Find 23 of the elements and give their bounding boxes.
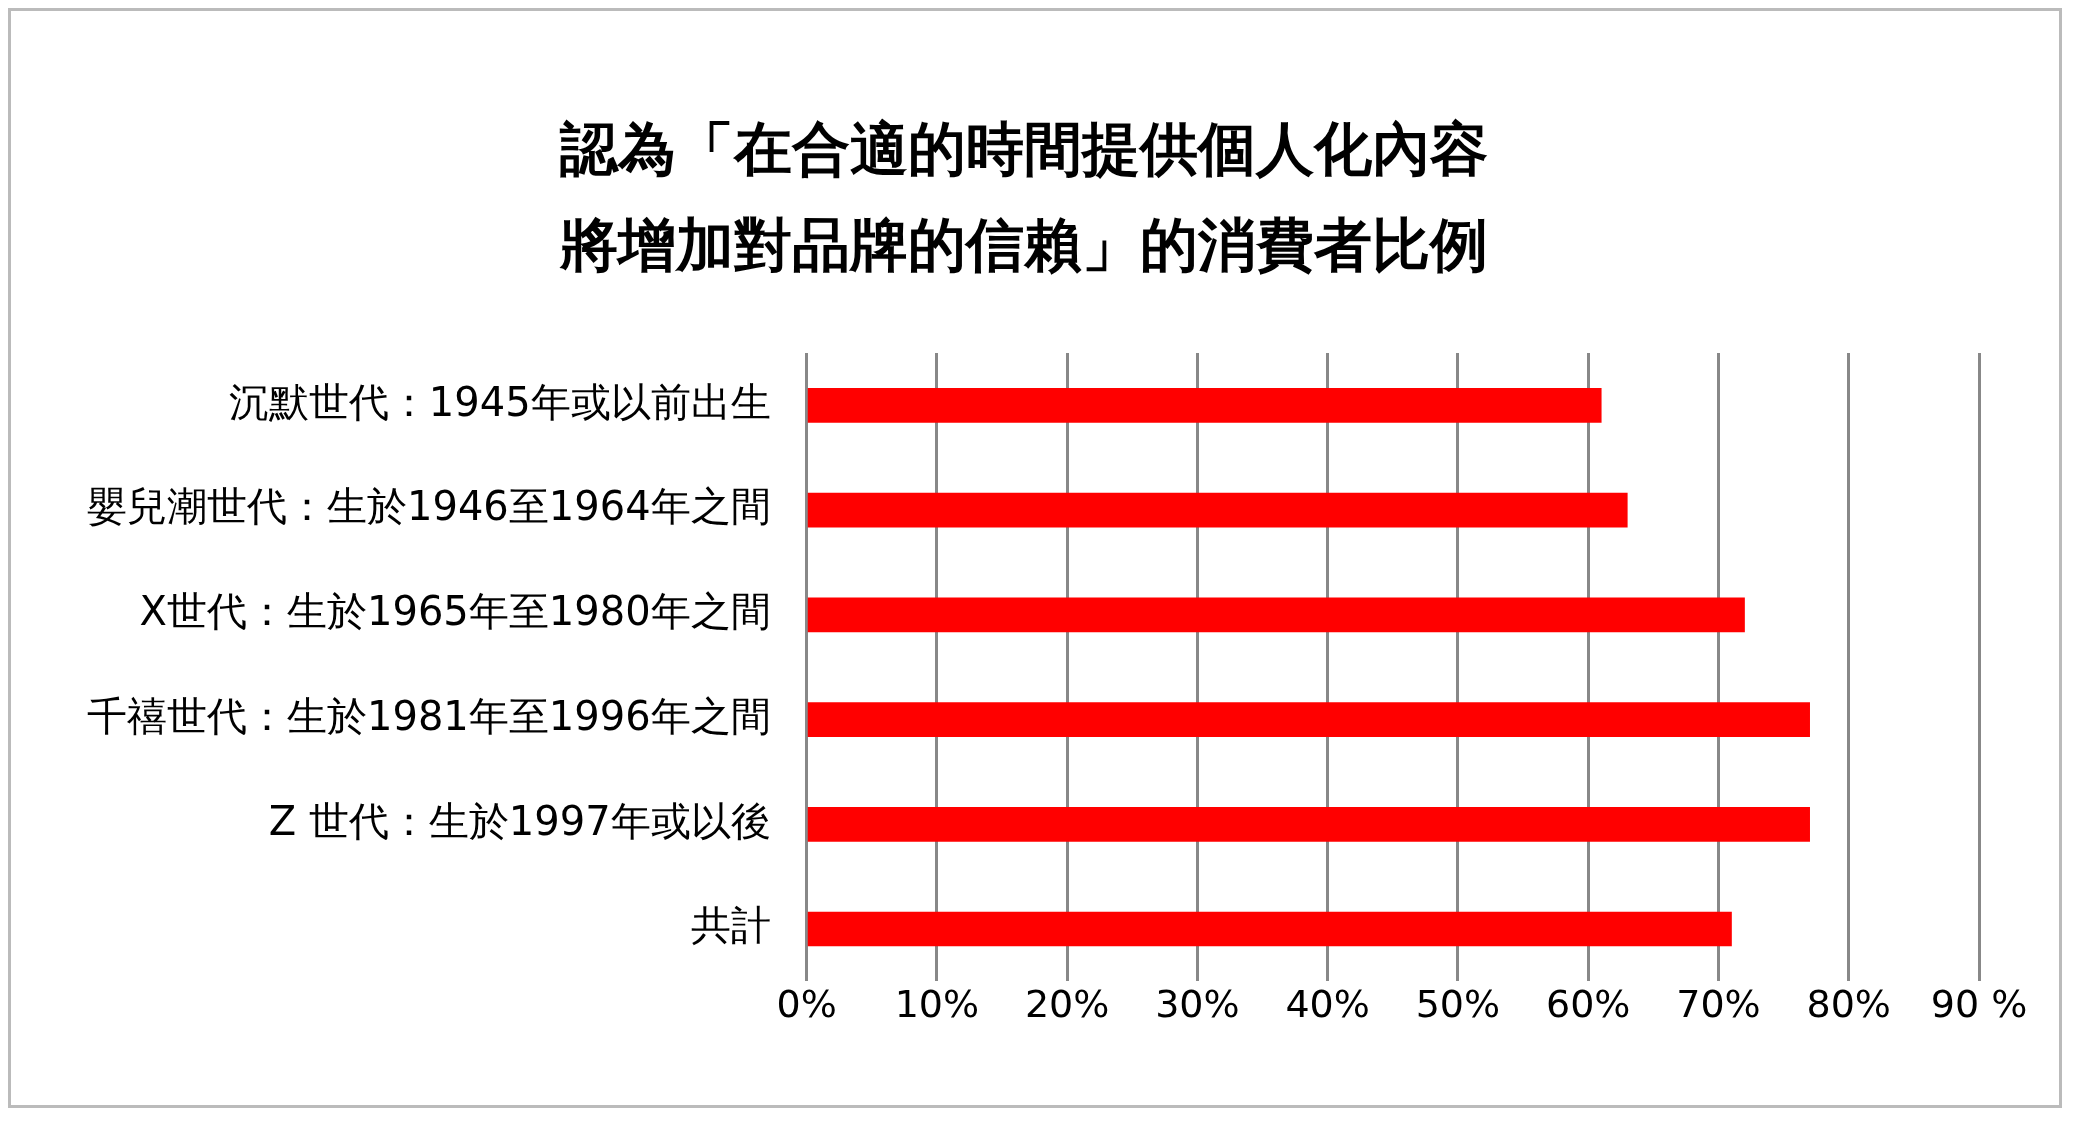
y-tick-label: 共計 (690, 902, 771, 949)
x-tick-label: 80% (1806, 982, 1891, 1027)
x-tick-label: 90 % (1930, 982, 2028, 1027)
x-tick-label: 10% (894, 982, 980, 1027)
bar (807, 388, 1602, 423)
bar (807, 806, 1810, 842)
x-tick-label: 60% (1545, 982, 1631, 1027)
chart-title: 認為「在合適的時間提供個人化內容將增加對品牌的信賴」的消費者比例 (560, 114, 1489, 281)
x-tick-label: 20% (1024, 982, 1110, 1027)
x-tick-label: 30% (1155, 982, 1240, 1027)
y-tick-label: 沉默世代：1945年或以前出生 (228, 378, 771, 425)
bar (807, 911, 1732, 947)
bar (807, 492, 1628, 528)
x-tick-label: 70% (1676, 982, 1761, 1027)
x-tick-label: 0% (776, 982, 837, 1027)
bar (807, 702, 1810, 737)
x-tick-label: 50% (1415, 982, 1501, 1027)
y-tick-label: 嬰兒潮世代：生於1946至1964年之間 (87, 483, 771, 530)
y-tick-label: 千禧世代：生於1981年至1996年之間 (87, 692, 771, 739)
x-tick-label: 40% (1285, 982, 1370, 1027)
bar (807, 597, 1745, 633)
y-tick-label: Z 世代：生於1997年或以後 (268, 797, 771, 844)
y-tick-label: X世代：生於1965年至1980年之間 (139, 588, 771, 635)
